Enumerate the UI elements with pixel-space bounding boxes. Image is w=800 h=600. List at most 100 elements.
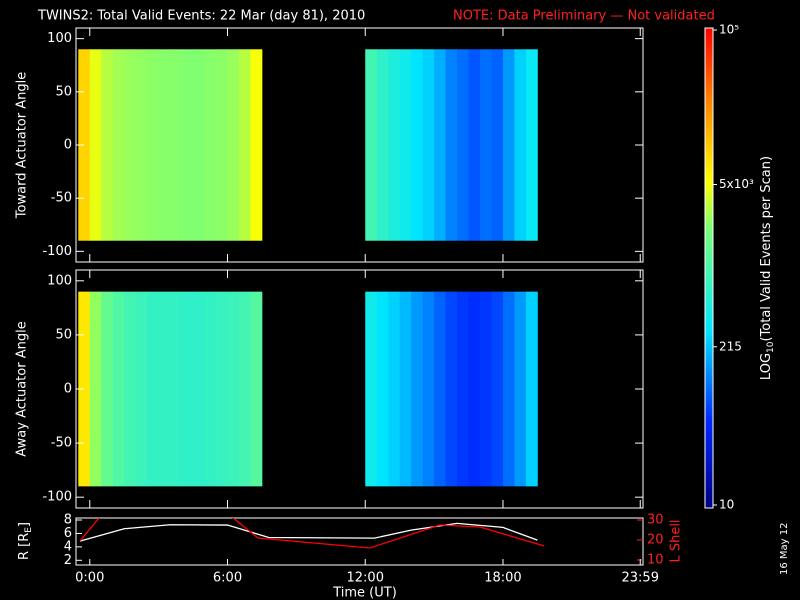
spectrogram-cell	[135, 49, 148, 241]
spectrogram-cell	[399, 291, 412, 487]
spectrogram-cell	[445, 291, 458, 487]
colorbar-label-main: LOG	[759, 353, 774, 380]
colorbar-tick-label: 10	[719, 498, 734, 512]
spectrogram-cell	[250, 49, 263, 241]
x-tick-label: 0:00	[75, 571, 104, 586]
panel-frame	[75, 517, 644, 566]
y2-tick-label: 10	[647, 553, 664, 568]
date-stamp: 16 May 12	[779, 523, 790, 575]
spectrogram-cell	[204, 49, 217, 241]
colorbar-label-sub: 10	[766, 341, 776, 353]
colorbar	[704, 27, 714, 509]
spectrogram-cell	[525, 49, 538, 241]
spectrogram-cell	[480, 49, 492, 241]
spectrogram-cell	[411, 291, 424, 487]
chart-title: TWINS2: Total Valid Events: 22 Mar (day …	[37, 9, 365, 24]
colorbar-tick-label: 10⁵	[719, 23, 739, 37]
spectrogram-cell	[365, 49, 378, 241]
spectrogram-cell	[227, 49, 240, 241]
y-tick-label: -50	[51, 436, 72, 451]
spectrogram-cell	[238, 49, 251, 241]
spectrogram-cell	[491, 291, 504, 487]
spectrogram-cell	[101, 291, 114, 487]
spectrogram-cell	[193, 291, 205, 487]
y-tick-label: 100	[47, 31, 72, 46]
colorbar-tick-label: 5x10³	[719, 177, 754, 191]
spectrogram-cell	[502, 49, 515, 241]
y-tick-label: -100	[42, 244, 72, 259]
spectrogram-cell	[193, 49, 205, 241]
spectrogram-cell	[238, 291, 251, 487]
spectrogram-cell	[78, 291, 91, 487]
y-label-main: R [R	[17, 533, 32, 560]
y-axis-label: Toward Actuator Angle	[15, 72, 30, 219]
spectrogram-cell	[365, 291, 378, 487]
y-tick-label: 50	[55, 327, 72, 342]
note: NOTE: Data Preliminary — Not validated	[453, 9, 715, 24]
x-tick-label: 23:59	[622, 571, 659, 586]
spectrogram-cell	[422, 291, 435, 487]
spectrogram-cell	[147, 291, 160, 487]
spectrogram-cell	[411, 49, 424, 241]
y2-axis-label: L Shell	[669, 519, 684, 562]
spectrogram-cell	[181, 49, 194, 241]
line-series	[79, 522, 538, 542]
spectrogram-cell	[204, 291, 217, 487]
spectrogram-cell	[525, 291, 538, 487]
y2-tick-label: 30	[647, 513, 664, 528]
spectrogram-cell	[457, 49, 469, 241]
y-tick-label: -50	[51, 191, 72, 206]
y-axis-label: Away Actuator Angle	[15, 321, 30, 456]
y-axis-label: R [RE]	[17, 522, 34, 560]
spectrogram-cell	[480, 291, 492, 487]
spectrogram-cell	[124, 49, 137, 241]
spectrogram-cell	[112, 49, 125, 241]
spectrogram-cell	[399, 49, 412, 241]
y-tick-label: 8	[64, 513, 72, 528]
y-label-end: ]	[17, 522, 32, 527]
y-tick-label: 6	[64, 526, 72, 541]
spectrogram-cell	[250, 291, 263, 487]
spectrogram-cell	[514, 49, 527, 241]
spectrogram-cell	[147, 49, 160, 241]
spectrogram-cell	[376, 49, 389, 241]
y-tick-label: 2	[64, 553, 72, 568]
spectrogram-cell	[468, 291, 481, 487]
x-tick-label: 12:00	[347, 571, 384, 586]
colorbar-tick-label: 215	[719, 339, 742, 353]
spectrogram-cell	[376, 291, 389, 487]
spectrogram-cell	[112, 291, 125, 487]
x-tick-label: 6:00	[213, 571, 242, 586]
x-tick-label: 18:00	[484, 571, 521, 586]
y2-tick-label: 20	[647, 533, 664, 548]
spectrogram-cell	[158, 49, 171, 241]
y-tick-label: 50	[55, 84, 72, 99]
y-tick-label: -100	[42, 490, 72, 505]
spectrogram-cell	[422, 49, 435, 241]
spectrogram-cell	[227, 291, 240, 487]
spectrogram-cell	[388, 49, 401, 241]
y-tick-label: 4	[64, 539, 72, 554]
line-series	[79, 518, 545, 549]
spectrogram-cell	[468, 49, 481, 241]
spectrogram-cell	[101, 49, 114, 241]
colorbar-label: LOG10(Total Valid Events per Scan)	[759, 156, 776, 380]
spectrogram-cell	[457, 291, 469, 487]
spectrogram-cell	[89, 49, 102, 241]
spectrogram-cell	[170, 49, 182, 241]
x-axis-label: Time (UT)	[332, 586, 397, 600]
spectrogram-cell	[216, 291, 228, 487]
spectrogram-cell	[89, 291, 102, 487]
spectrogram-cell	[514, 291, 527, 487]
spectrogram-cell	[216, 49, 228, 241]
y-tick-label: 0	[64, 382, 72, 397]
y-tick-label: 100	[47, 273, 72, 288]
spectrogram-cell	[78, 49, 91, 241]
spectrogram-cell	[388, 291, 401, 487]
spectrogram-cell	[434, 49, 446, 241]
spectrogram-cell	[170, 291, 182, 487]
spectrogram-cell	[158, 291, 171, 487]
spectrogram-cell	[181, 291, 194, 487]
spectrogram-cell	[434, 291, 446, 487]
